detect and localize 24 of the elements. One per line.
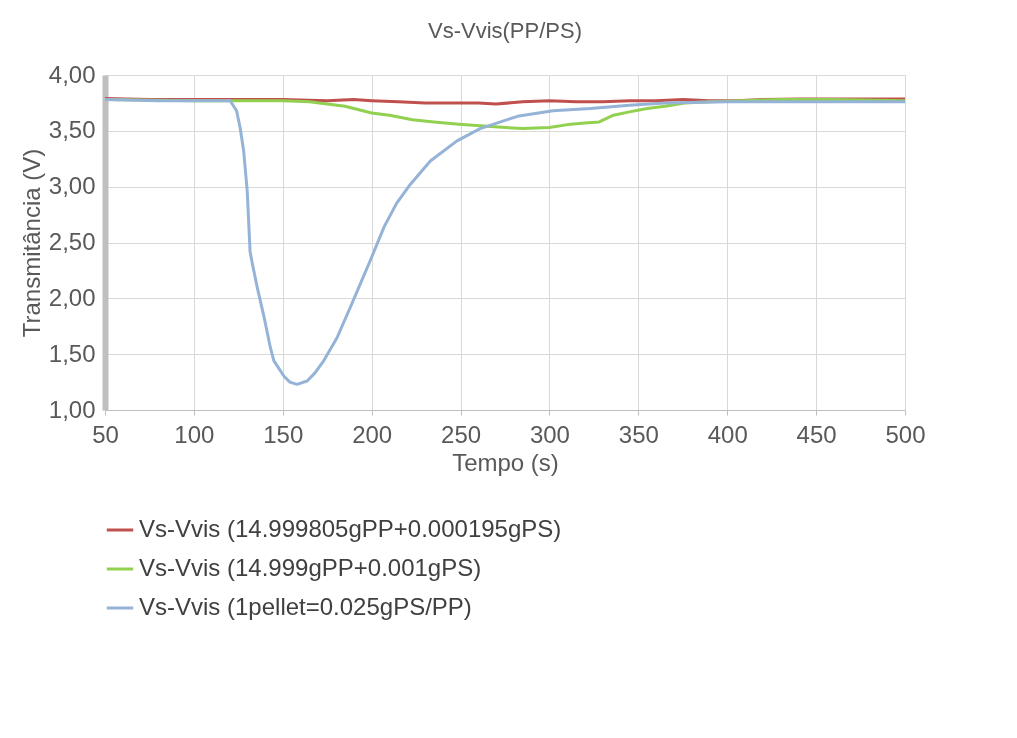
x-tick-label: 500 xyxy=(885,420,926,448)
x-tick-label: 450 xyxy=(796,420,837,448)
x-tick-label: 350 xyxy=(618,420,659,448)
x-tick-label: 200 xyxy=(352,420,393,448)
y-axis-title: Transmitância (V) xyxy=(17,148,45,338)
x-tick-label: 300 xyxy=(529,420,570,448)
y-tick-label: 2,00 xyxy=(48,283,96,311)
legend-label: Vs-Vvis (14.999805gPP+0.000195gPS) xyxy=(139,515,562,542)
y-tick-label: 1,00 xyxy=(48,395,96,423)
chart-title: Vs-Vvis(PP/PS) xyxy=(427,18,583,43)
y-tick-label: 4,00 xyxy=(48,60,96,88)
line-series xyxy=(103,98,907,386)
legend-label: Vs-Vvis (14.999gPP+0.001gPS) xyxy=(139,554,482,581)
x-tick-label: 50 xyxy=(92,420,119,448)
y-tick-label: 1,50 xyxy=(48,339,96,367)
y-tick-label: 2,50 xyxy=(48,228,96,255)
legend-label: Vs-Vvis (1pellet=0.025gPS/PP) xyxy=(139,593,472,620)
x-axis-title: Tempo (s) xyxy=(452,448,559,476)
x-tick-label: 400 xyxy=(707,420,748,448)
y-tick-label: 3,00 xyxy=(48,172,96,200)
x-tick-label: 250 xyxy=(441,420,482,448)
y-tick-label: 3,50 xyxy=(48,116,96,144)
x-tick-label: 100 xyxy=(174,420,215,448)
x-tick-label: 150 xyxy=(263,420,304,448)
